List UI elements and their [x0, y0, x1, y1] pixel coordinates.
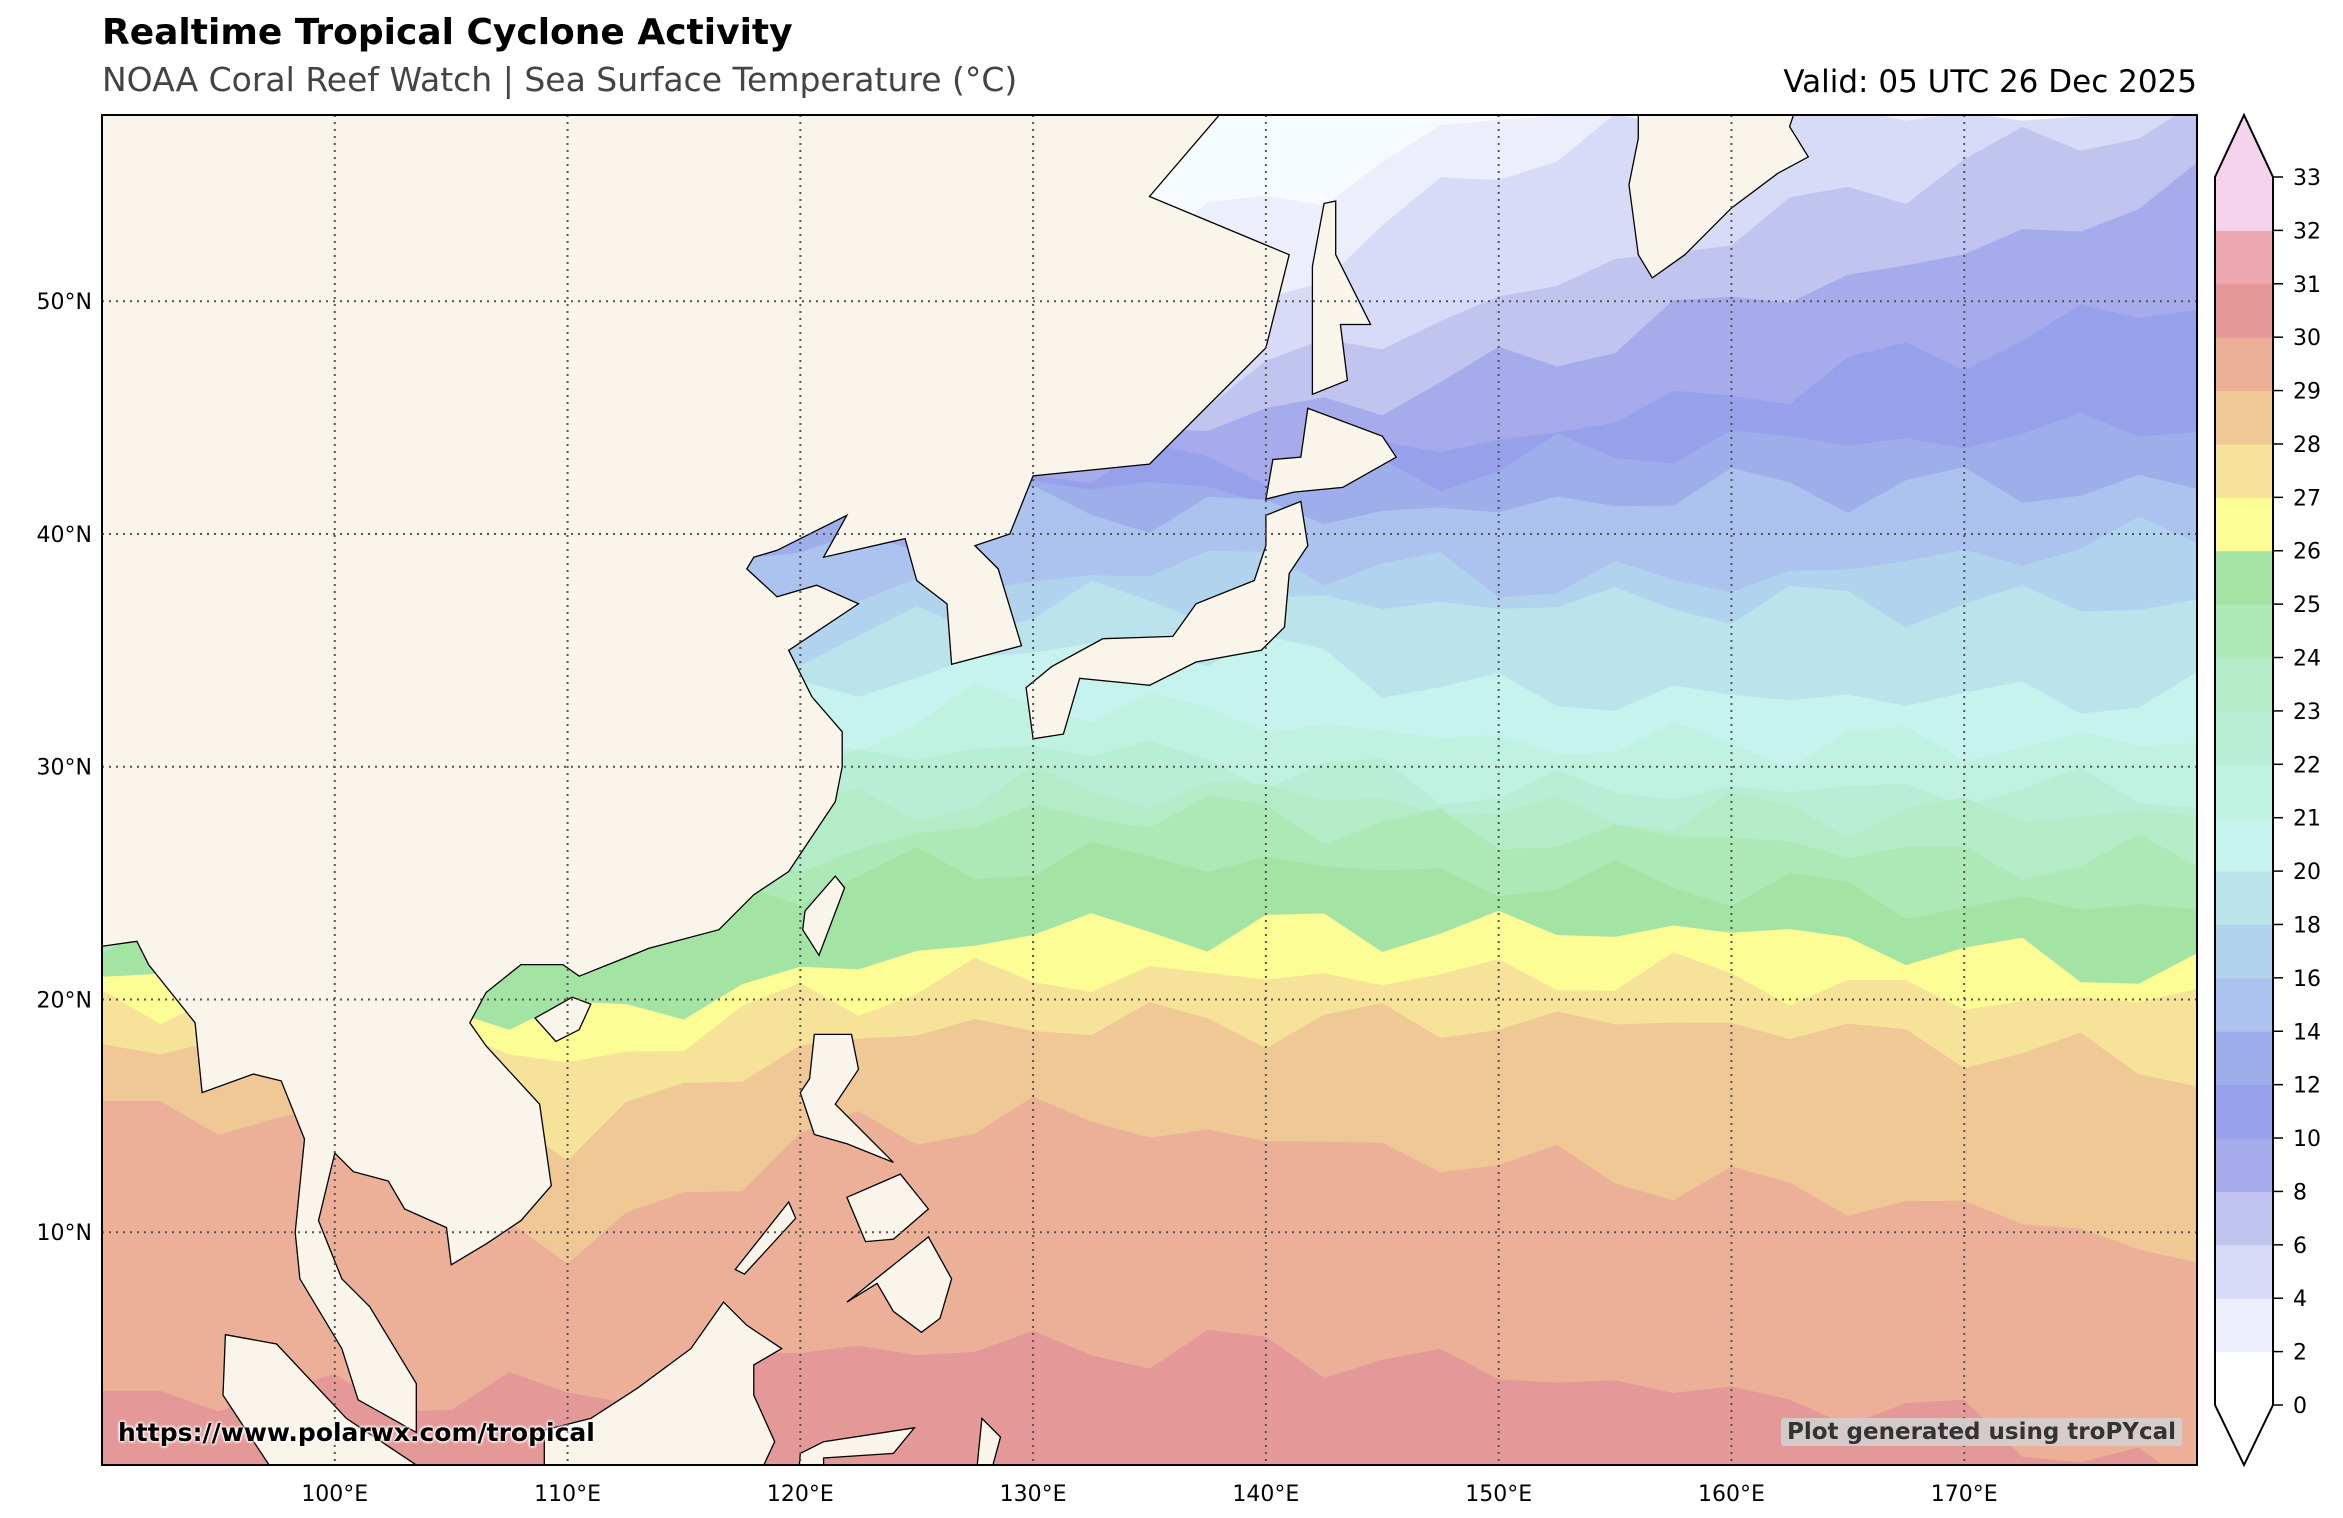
land-hainan [533, 996, 592, 1043]
colorbar-segment [2215, 871, 2273, 925]
land-taiwan [802, 875, 846, 957]
colorbar-tick-label: 12 [2293, 1074, 2321, 1099]
lon-tick-label: 160°E [1698, 1482, 1765, 1507]
sst-band [102, 1096, 2197, 1465]
map-frame [101, 114, 2198, 1466]
colorbar-segment [2215, 230, 2273, 285]
land-sakhalin [1311, 200, 1372, 396]
lon-tick-label: 130°E [1000, 1482, 1067, 1507]
colorbar-tick-label: 28 [2293, 433, 2321, 458]
colorbar-segment [2215, 283, 2273, 338]
land-borneo [543, 1301, 783, 1465]
generated-note: Plot generated using troPYcal [1781, 1418, 2182, 1446]
colorbar-tick-label: 22 [2293, 753, 2321, 778]
colorbar-tick-label: 10 [2293, 1127, 2321, 1152]
land-halmahera [976, 1416, 1002, 1465]
colorbar-segment [2215, 924, 2273, 979]
colorbar-segment [2215, 1084, 2273, 1139]
map-subtitle: NOAA Coral Reef Watch | Sea Surface Temp… [102, 60, 1018, 99]
colorbar-segment [2215, 817, 2273, 872]
colorbar-tick-label: 32 [2293, 219, 2321, 244]
colorbar-tick-label: 24 [2293, 647, 2321, 672]
land-honshu [1025, 500, 1309, 740]
credit-link[interactable]: https://www.polarwx.com/tropical [118, 1418, 595, 1447]
colorbar-segment [2215, 604, 2273, 659]
valid-time: Valid: 05 UTC 26 Dec 2025 [1783, 64, 2197, 100]
colorbar-tick-label: 20 [2293, 860, 2321, 885]
lon-tick-label: 140°E [1232, 1482, 1299, 1507]
colorbar-tick-label: 14 [2293, 1020, 2321, 1045]
land-masses [102, 115, 1810, 1465]
lat-tick-label: 30°N [37, 756, 92, 781]
colorbar-tick-label: 4 [2293, 1287, 2307, 1312]
land-mindanao [846, 1235, 953, 1334]
land-visayas [846, 1173, 930, 1243]
land-sumatra [222, 1333, 417, 1465]
map-title: Realtime Tropical Cyclone Activity [102, 12, 793, 53]
colorbar-tick-label: 25 [2293, 593, 2321, 618]
colorbar-segment [2215, 550, 2273, 605]
colorbar-segment [2215, 390, 2273, 445]
colorbar: 0246810121416182021222324252627282930313… [2214, 112, 2321, 1468]
land-hokkaido [1265, 407, 1398, 500]
colorbar-tick-label: 26 [2293, 540, 2321, 565]
lat-tick-label: 10°N [37, 1221, 92, 1246]
colorbar-extend-high [2215, 115, 2273, 177]
colorbar-tick-label: 18 [2293, 913, 2321, 938]
colorbar-segment [2215, 337, 2273, 392]
colorbar-tick-label: 29 [2293, 380, 2321, 405]
lat-tick-label: 20°N [37, 988, 92, 1013]
colorbar-segment [2215, 443, 2273, 498]
colorbar-extend-low [2215, 1405, 2273, 1465]
lon-tick-label: 100°E [301, 1482, 368, 1507]
lon-tick-label: 150°E [1465, 1482, 1532, 1507]
colorbar-tick-label: 16 [2293, 967, 2321, 992]
colorbar-segment [2215, 1298, 2273, 1353]
colorbar-segment [2215, 657, 2273, 712]
colorbar-segment [2215, 1191, 2273, 1246]
colorbar-segment [2215, 497, 2273, 552]
lat-tick-label: 40°N [37, 523, 92, 548]
colorbar-tick-label: 23 [2293, 700, 2321, 725]
land-sulawesi [798, 1426, 916, 1465]
colorbar-tick-label: 27 [2293, 486, 2321, 511]
colorbar-segment [2215, 1031, 2273, 1086]
lon-tick-label: 120°E [767, 1482, 834, 1507]
lon-tick-label: 170°E [1931, 1482, 1998, 1507]
colorbar-tick-label: 30 [2293, 326, 2321, 351]
colorbar-segment [2215, 764, 2273, 819]
colorbar-tick-label: 2 [2293, 1341, 2307, 1366]
colorbar-tick-label: 0 [2293, 1394, 2307, 1419]
lat-tick-label: 50°N [37, 290, 92, 315]
land-luzon [799, 1033, 894, 1164]
colorbar-segment [2215, 710, 2273, 765]
land-kamchatka [1628, 115, 1810, 279]
colorbar-segment [2215, 977, 2273, 1032]
land-asia-mainland [102, 115, 1290, 1434]
colorbar-tick-label: 6 [2293, 1234, 2307, 1259]
colorbar-segment [2215, 1351, 2273, 1406]
colorbar-segment [2215, 1244, 2273, 1299]
colorbar-tick-label: 33 [2293, 166, 2321, 191]
colorbar-tick-label: 8 [2293, 1180, 2307, 1205]
colorbar-tick-label: 31 [2293, 273, 2321, 298]
colorbar-segment [2215, 1138, 2273, 1192]
colorbar-segment [2215, 177, 2273, 231]
axis-ticks: 100°E 110°E 120°E 130°E 140°E 150°E 160°E 170°E… [37, 290, 1998, 1507]
land-palawan [734, 1200, 797, 1275]
colorbar-tick-label: 21 [2293, 807, 2321, 832]
gridlines [102, 115, 2197, 1465]
lon-tick-label: 110°E [534, 1482, 601, 1507]
